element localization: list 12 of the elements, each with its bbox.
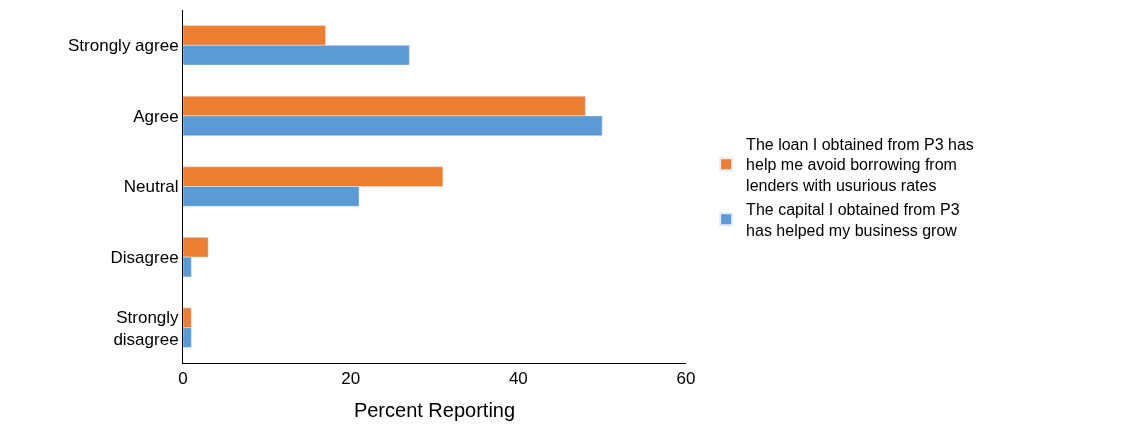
y-tick-label: Strongly disagree [113,307,180,349]
x-axis-title: Percent Reporting [353,398,516,421]
y-tick-label: Neutral [123,177,179,197]
y-tick-label: Agree [133,106,179,126]
x-tick-label: 60 [676,369,696,389]
legend-label: The capital I obtained from P3 has helped my business grow [746,201,960,239]
x-tick-label: 0 [178,369,188,389]
y-tick-label: Disagree [110,248,179,268]
x-tick-label: 40 [508,369,528,389]
x-tick-label: 20 [341,369,361,389]
y-tick-label: Strongly agree [68,36,179,56]
legend-label: The loan I obtained from P3 has help me avoid borrowing from lenders with usurious rates [746,135,974,195]
